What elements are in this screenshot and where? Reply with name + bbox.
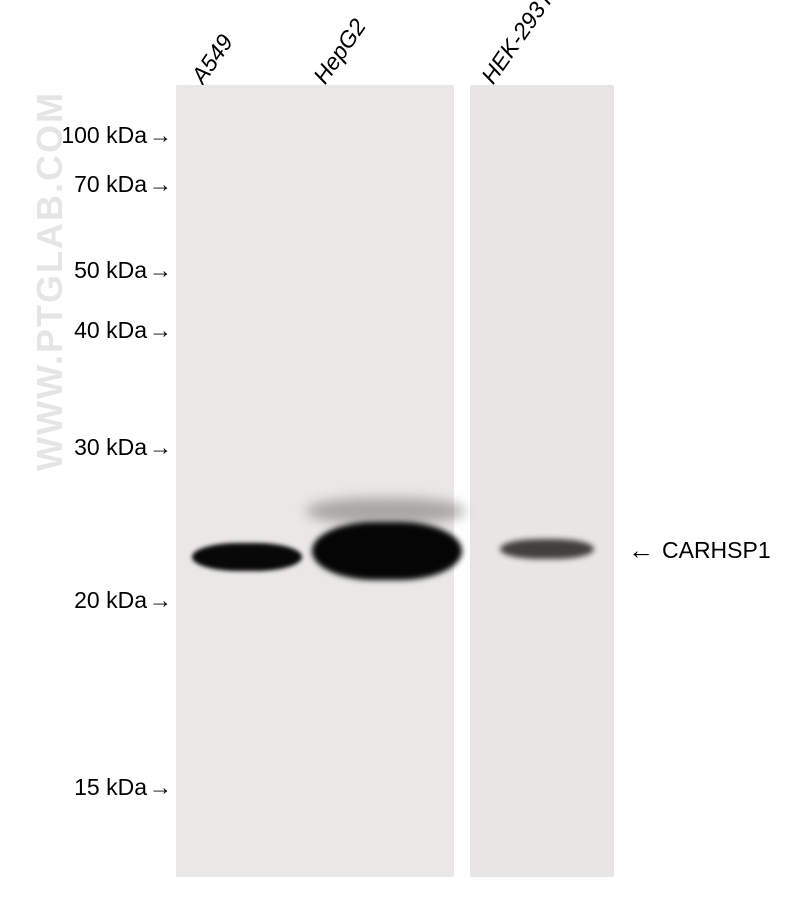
band-a549 xyxy=(192,543,302,571)
mw-marker: 40 kDa→ xyxy=(74,317,172,344)
mw-marker: 20 kDa→ xyxy=(74,587,172,614)
band-hek293t xyxy=(500,539,594,559)
lane-background xyxy=(470,85,614,877)
mw-markers-column: 100 kDa→ 70 kDa→ 50 kDa→ 40 kDa→ 30 kDa→… xyxy=(0,0,172,903)
lane-group-2 xyxy=(470,85,614,877)
mw-marker-label: 70 kDa xyxy=(74,171,147,198)
arrow-right-icon: → xyxy=(149,587,172,614)
mw-marker: 15 kDa→ xyxy=(74,774,172,801)
mw-marker-label: 15 kDa xyxy=(74,774,147,801)
mw-marker-label: 20 kDa xyxy=(74,587,147,614)
arrow-right-icon: → xyxy=(149,122,172,149)
mw-marker-label: 30 kDa xyxy=(74,434,147,461)
arrow-right-icon: → xyxy=(149,171,172,198)
mw-marker-label: 100 kDa xyxy=(61,122,147,149)
lane-label-hek293t: HEK-293T xyxy=(476,0,560,89)
target-protein-label: ← CARHSP1 xyxy=(628,535,771,566)
band-hepg2-halo xyxy=(306,498,466,524)
arrow-right-icon: → xyxy=(149,257,172,284)
mw-marker: 100 kDa→ xyxy=(61,122,172,149)
arrow-right-icon: → xyxy=(149,774,172,801)
mw-marker: 70 kDa→ xyxy=(74,171,172,198)
lane-background xyxy=(176,85,454,877)
arrow-left-icon: ← xyxy=(628,535,654,566)
lane-label-a549: A549 xyxy=(186,30,239,89)
mw-marker: 30 kDa→ xyxy=(74,434,172,461)
band-hepg2 xyxy=(312,522,462,580)
lane-label-hepg2: HepG2 xyxy=(308,14,372,89)
arrow-right-icon: → xyxy=(149,317,172,344)
mw-marker: 50 kDa→ xyxy=(74,257,172,284)
mw-marker-label: 50 kDa xyxy=(74,257,147,284)
target-protein-name: CARHSP1 xyxy=(662,537,771,564)
lane-group-1 xyxy=(176,85,454,877)
blot-lanes xyxy=(176,85,616,877)
mw-marker-label: 40 kDa xyxy=(74,317,147,344)
arrow-right-icon: → xyxy=(149,434,172,461)
